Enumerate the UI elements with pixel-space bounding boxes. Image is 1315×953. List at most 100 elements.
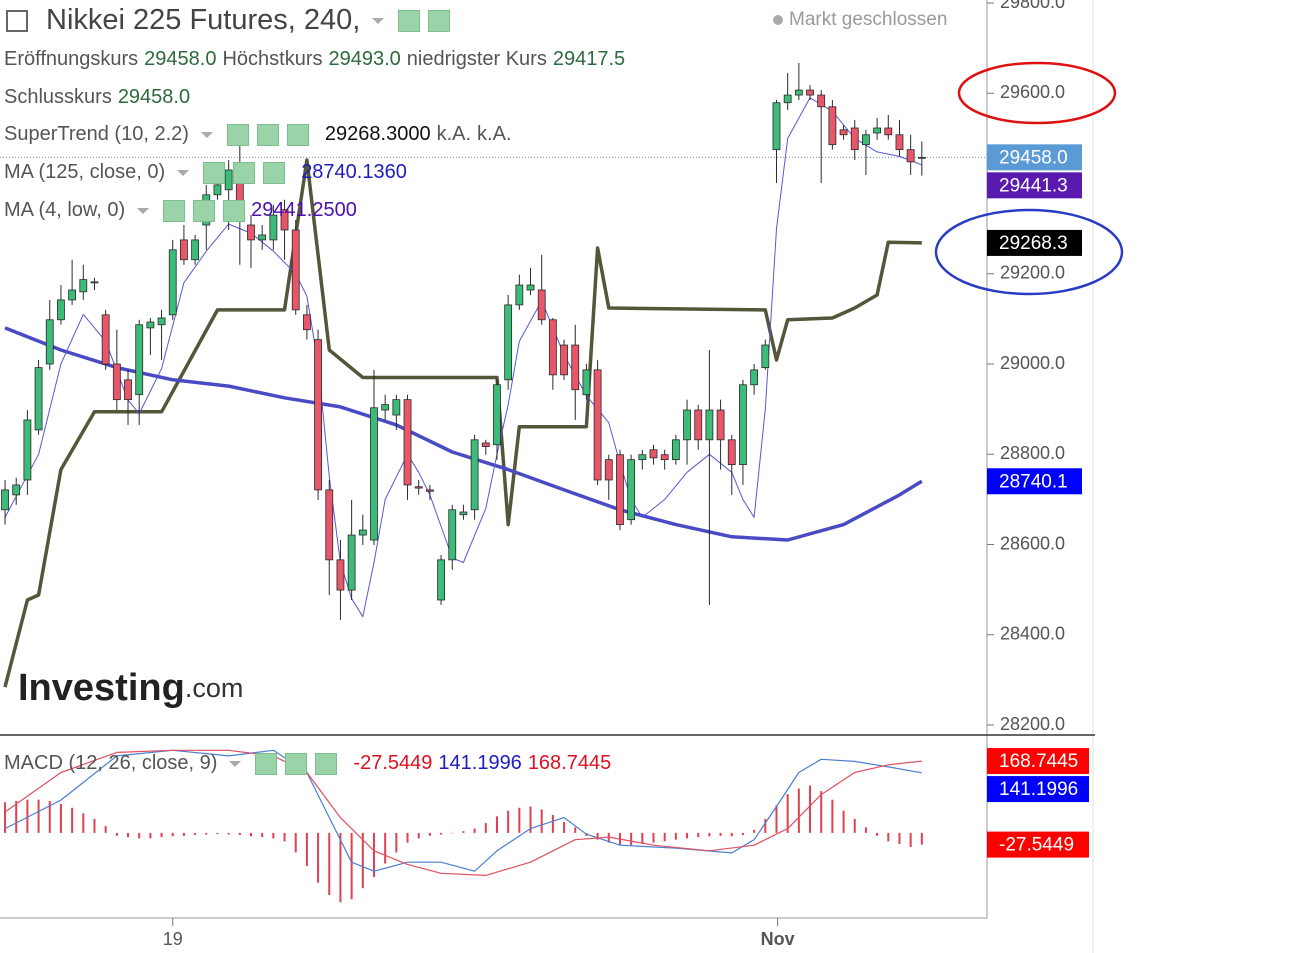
candle-body [45,319,54,365]
eye-icon[interactable] [226,123,249,146]
candle-body [247,224,255,241]
candle-body [727,439,736,466]
collapse-icon[interactable] [6,9,28,32]
dropdown[interactable] [200,131,213,138]
price-label: 29268.3 [999,233,1068,254]
candle-body [314,339,322,491]
dropdown[interactable] [372,17,385,24]
x-tick-label: Nov [761,929,795,949]
y-tick-label: 29000.0 [1000,353,1065,373]
eye-icon[interactable] [398,9,421,32]
histogram-bar [171,832,174,837]
close-icon[interactable] [286,123,309,146]
indicator-line [4,97,922,618]
dropdown[interactable] [137,207,150,214]
gear-icon[interactable] [428,9,451,32]
candle-body [515,284,524,306]
histogram-bar [261,832,264,838]
histogram-bar [372,832,375,878]
histogram-bar [853,818,856,833]
gear-icon[interactable] [285,752,308,775]
candle-body [828,106,837,146]
ohlc-value: 29417.5 [552,48,626,70]
histogram-bar [182,832,185,836]
histogram-bar [250,832,253,837]
candle-body [101,314,110,365]
histogram-bar [686,832,689,839]
indicator-name: MA (125, close, 0) [4,161,166,183]
candle-body [783,94,792,104]
y-tick-label: 28200.0 [1000,714,1065,734]
close-icon[interactable] [263,161,286,184]
histogram-bar [395,832,398,853]
histogram-bar [149,832,152,839]
histogram-bar [37,799,40,833]
candle-body [705,409,714,441]
y-tick-label: 28600.0 [1000,533,1065,553]
eye-icon[interactable] [203,161,226,184]
candle-body [135,324,144,396]
candle-body [917,156,926,159]
histogram-bar [719,832,722,836]
indicator-value: 141.1996 [438,752,522,774]
dropdown[interactable] [177,169,190,176]
histogram-bar [842,810,845,833]
close-icon[interactable] [315,752,338,775]
watermark-main: Investing [18,667,185,709]
candle-body [671,439,680,461]
candle-body [168,249,177,316]
histogram-bar [462,831,465,833]
candle-body [627,459,636,521]
histogram-bar [160,832,163,838]
histogram-bar [238,832,241,836]
candle-body [862,134,870,146]
histogram-bar [361,832,364,889]
histogram-bar [484,823,487,833]
price-label-box [987,468,1082,495]
histogram-bar [797,788,800,833]
gear-icon[interactable] [193,199,216,222]
histogram-bar [104,826,107,833]
candle-body [839,129,848,136]
ohlc-name: niedrigster Kurs [406,48,547,70]
candle-body [739,384,747,466]
indicator-line [3,158,922,688]
histogram-bar [495,816,498,833]
candle-body [526,284,535,291]
histogram-bar [596,832,599,840]
price-label: 168.7445 [999,751,1078,772]
x-tick-label: 19 [163,929,183,949]
candle-body [381,404,390,411]
candle-body [358,529,367,536]
histogram-bar [15,800,18,833]
candle-body [269,214,278,241]
indicator-name: SuperTrend (10, 2.2) [4,123,189,145]
histogram-bar [730,832,733,837]
candle-body [906,149,915,163]
dropdown[interactable] [229,760,242,767]
histogram-bar [551,815,554,833]
close-icon[interactable] [223,199,246,222]
candle-body [370,407,378,541]
candle-body [504,304,513,381]
candle-body [593,369,602,481]
candle-body [180,239,188,261]
candle-body [616,454,624,526]
indicator-value: 168.7445 [527,752,612,774]
candle-body [68,289,77,301]
gear-icon[interactable] [233,161,256,184]
eye-icon[interactable] [255,752,278,775]
candle-body [57,299,65,321]
indicator-value: k.A. [477,123,512,145]
indicator-name: MACD (12, 26, close, 9) [4,752,218,774]
histogram-bar [898,832,901,844]
macd-line [4,749,922,876]
gear-icon[interactable] [256,123,279,146]
eye-icon[interactable] [163,199,186,222]
histogram-bar [775,805,778,833]
candle-body [191,239,199,261]
candle-body [12,484,21,496]
candle-body [291,229,300,311]
price-label: 29458.0 [999,147,1068,168]
